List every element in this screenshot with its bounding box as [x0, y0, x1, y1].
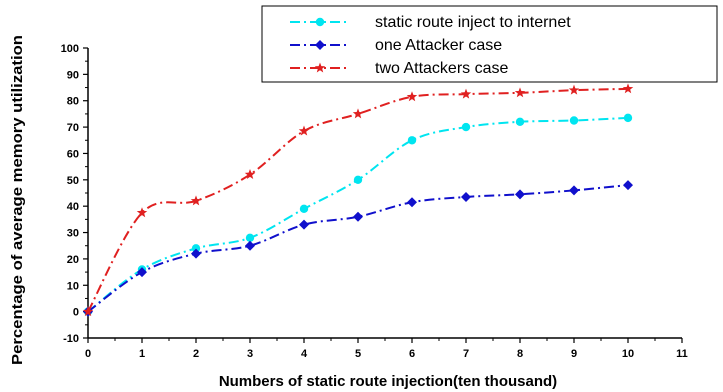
y-tick-label: 20: [67, 254, 79, 266]
y-tick-label: 0: [73, 307, 79, 319]
legend-item: two Attackers case: [290, 60, 508, 77]
data-point: [245, 233, 255, 243]
legend: static route inject to internet one Attac…: [261, 5, 718, 83]
axes: -10 0 10 20 30 40 50 60 70 80 90 100 0 1 2 3 4 5 6 7 8 9 10 11: [61, 43, 688, 360]
data-point: [82, 306, 94, 317]
y-tick-label: 70: [67, 122, 79, 134]
data-point: [191, 244, 201, 253]
y-tick-label: 90: [67, 69, 79, 81]
data-point: [137, 267, 147, 278]
x-tick-label: 2: [193, 348, 199, 360]
data-point: [622, 83, 634, 94]
data-point: [460, 88, 472, 99]
y-tick-label: 60: [67, 148, 79, 160]
data-point: [299, 219, 309, 230]
data-point: [514, 87, 526, 98]
y-tick-label: 40: [67, 201, 79, 213]
data-point: [569, 185, 579, 196]
y-tick-label: -10: [63, 333, 79, 345]
x-tick-label: 5: [355, 348, 361, 360]
x-tick-label: 11: [676, 348, 688, 360]
x-tick-label: 8: [517, 348, 523, 360]
legend-marker: [315, 17, 325, 27]
data-point: [299, 204, 309, 214]
legend-item: one Attacker case: [290, 37, 502, 54]
data-point: [407, 136, 417, 145]
x-tick-label: 0: [85, 348, 91, 360]
data-point: [245, 240, 255, 251]
series-2: [83, 180, 633, 317]
data-point: [515, 117, 525, 127]
legend-label: two Attackers case: [375, 60, 508, 77]
y-axis-label: Percentage of average memory utilization: [9, 35, 26, 365]
data-point: [352, 108, 364, 119]
legend-marker: [314, 62, 326, 73]
x-tick-label: 6: [409, 348, 415, 360]
y-tick-label: 100: [61, 43, 79, 55]
data-point: [298, 125, 310, 136]
series-line: [87, 87, 629, 313]
x-axis-label: Numbers of static route injection(ten th…: [219, 373, 557, 390]
data-point: [136, 207, 148, 218]
data-point: [191, 248, 201, 259]
data-point: [353, 175, 363, 185]
x-tick-label: 1: [139, 348, 145, 360]
y-tick-label: 10: [67, 280, 79, 292]
data-point: [461, 191, 471, 202]
y-tick-label: 30: [67, 228, 79, 240]
legend-marker: [315, 40, 325, 50]
series-line: [87, 184, 629, 313]
series-3: [82, 83, 634, 317]
data-point: [568, 84, 580, 95]
data-point: [407, 197, 417, 208]
data-point: [623, 180, 633, 191]
data-point: [461, 122, 471, 132]
y-tick-label: 50: [67, 175, 79, 187]
data-point: [569, 116, 579, 125]
x-tick-label: 3: [247, 348, 253, 360]
data-point: [406, 91, 418, 102]
legend-item: static route inject to internet: [290, 14, 571, 31]
data-point: [190, 195, 202, 206]
data-point: [353, 211, 363, 222]
series-layer: [82, 83, 634, 317]
x-tick-label: 10: [622, 348, 634, 360]
x-tick-label: 9: [571, 348, 577, 360]
x-tick-label: 4: [301, 348, 308, 360]
data-point: [623, 113, 633, 123]
legend-label: static route inject to internet: [375, 14, 571, 31]
data-point: [515, 189, 525, 200]
legend-label: one Attacker case: [375, 37, 502, 54]
y-tick-label: 80: [67, 96, 79, 108]
data-point: [244, 169, 256, 179]
x-tick-label: 7: [463, 348, 469, 360]
